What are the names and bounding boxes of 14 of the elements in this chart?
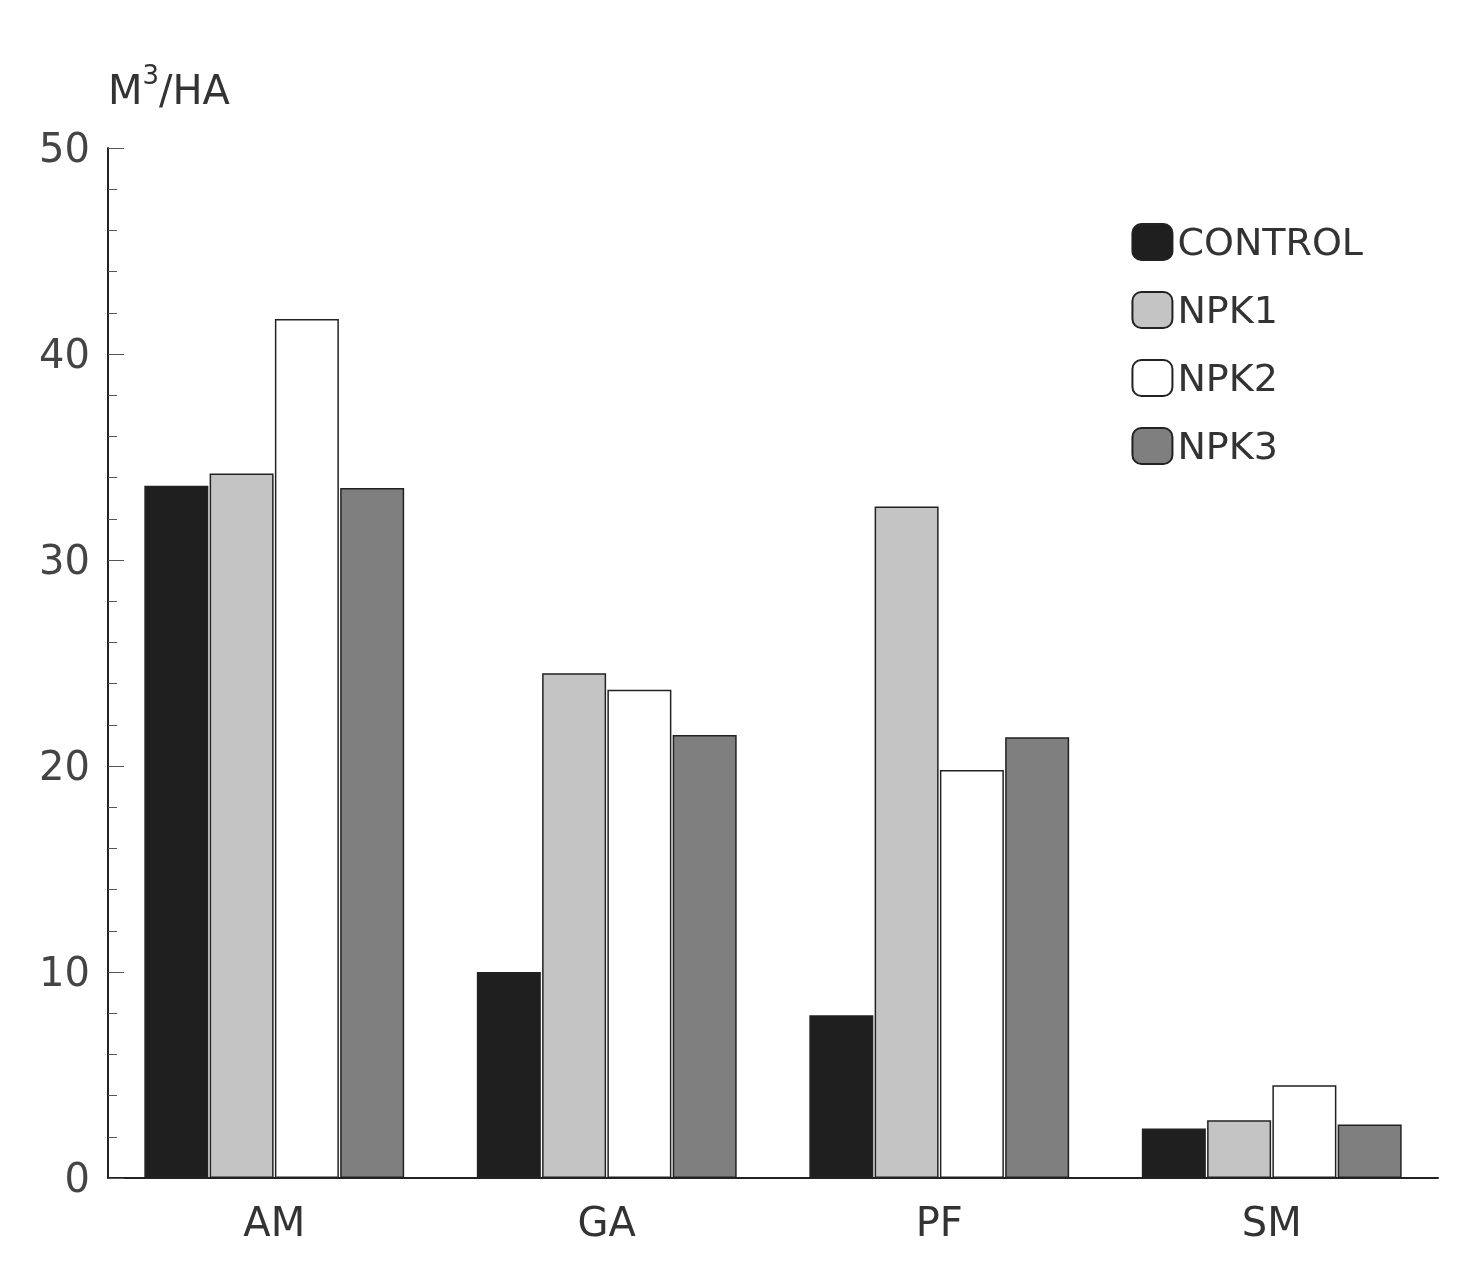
x-tick-label: AM [243,1199,306,1245]
x-tick-label: GA [577,1199,637,1245]
y-tick-label: 0 [64,1155,90,1201]
y-tick-label: 20 [39,743,90,789]
x-tick-label: SM [1241,1199,1302,1245]
y-tick-label: 50 [39,125,90,171]
y-tick-label: 30 [39,537,90,583]
legend-label: CONTROL [1177,220,1364,264]
x-tick-label: PF [915,1199,963,1245]
legend-label: NPK3 [1177,424,1278,468]
y-tick-label: 40 [39,331,90,377]
legend-label: NPK1 [1177,288,1278,332]
y-tick-label: 10 [39,949,90,995]
legend-label: NPK2 [1177,356,1278,400]
